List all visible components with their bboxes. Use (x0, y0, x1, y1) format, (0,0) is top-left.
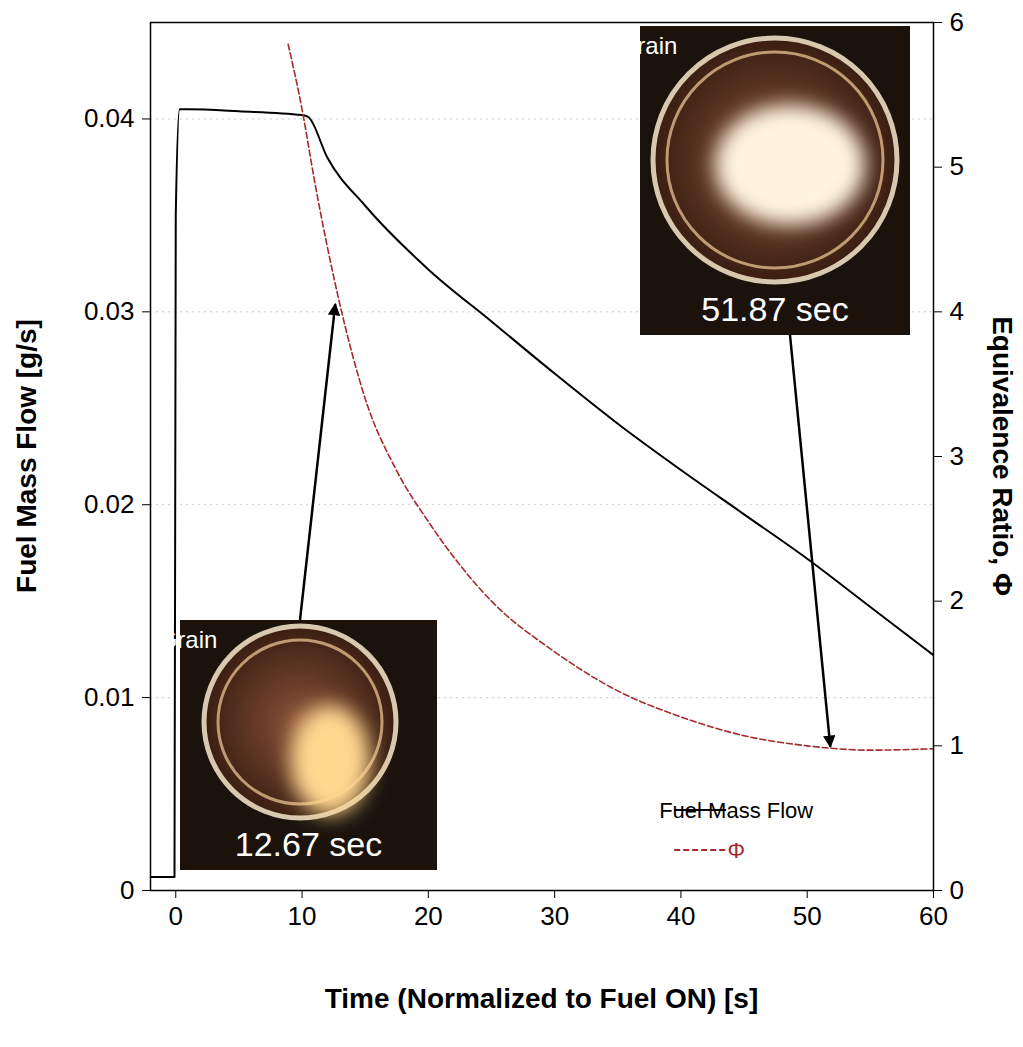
svg-text:6: 6 (950, 7, 964, 37)
svg-text:0.04: 0.04 (84, 103, 135, 133)
svg-text:51.87 sec: 51.87 sec (701, 290, 848, 328)
svg-text:60: 60 (919, 901, 948, 931)
svg-text:50: 50 (793, 901, 822, 931)
svg-text:5: 5 (950, 151, 964, 181)
svg-text:0: 0 (169, 901, 183, 931)
svg-text:Grain: Grain (619, 32, 678, 59)
svg-text:Grain: Grain (159, 626, 218, 653)
svg-text:Fuel Mass Flow [g/s]: Fuel Mass Flow [g/s] (11, 319, 42, 593)
svg-text:30: 30 (540, 901, 569, 931)
svg-text:0.02: 0.02 (84, 489, 135, 519)
svg-text:0: 0 (120, 875, 134, 905)
svg-text:Time (Normalized to Fuel ON) [: Time (Normalized to Fuel ON) [s] (325, 983, 759, 1014)
svg-text:0.03: 0.03 (84, 296, 135, 326)
svg-text:0.01: 0.01 (84, 682, 135, 712)
svg-text:Equivalence Ratio, Φ: Equivalence Ratio, Φ (987, 316, 1018, 596)
svg-text:1: 1 (950, 730, 964, 760)
svg-text:12.67 sec: 12.67 sec (235, 825, 382, 863)
svg-text:Φ: Φ (727, 838, 745, 863)
svg-text:0: 0 (950, 875, 964, 905)
svg-text:40: 40 (666, 901, 695, 931)
svg-text:2: 2 (950, 585, 964, 615)
svg-text:20: 20 (414, 901, 443, 931)
svg-text:4: 4 (950, 296, 964, 326)
svg-text:Fuel Mass Flow: Fuel Mass Flow (659, 798, 813, 823)
svg-text:10: 10 (288, 901, 317, 931)
svg-text:3: 3 (950, 441, 964, 471)
